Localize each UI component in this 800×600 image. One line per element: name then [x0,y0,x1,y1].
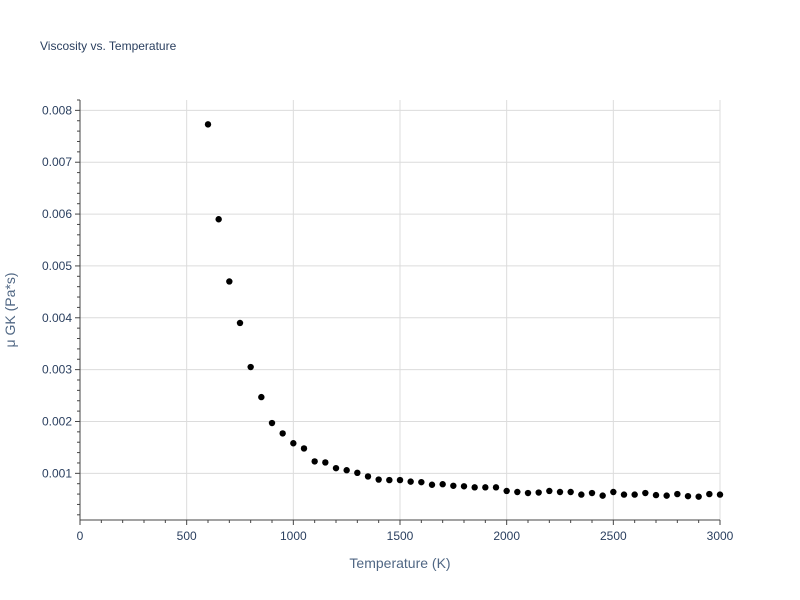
scatter-point [514,488,521,496]
x-tick-label: 3000 [707,529,734,543]
scatter-point [716,491,724,498]
x-tick-label: 500 [177,529,197,543]
scatter-point [439,481,446,488]
x-axis-title: Temperature (K) [349,555,450,571]
scatter-point [450,482,457,489]
scatter-point [300,445,308,452]
scatter-point [204,121,212,128]
scatter-point [215,216,222,223]
scatter-point [684,492,692,500]
scatter-point [674,490,681,498]
x-tick-label: 0 [77,529,84,543]
scatter-point [236,319,244,327]
y-tick-label: 0.005 [42,259,72,273]
scatter-point [663,492,670,499]
scatter-point [524,489,532,497]
scatter-point [652,491,660,499]
tick-labels: 0 500 1000 1500 2000 2500 3000 0.001 0.002 0.003 0… [42,103,734,543]
scatter-point [290,440,297,447]
scatter-point [418,478,425,486]
scatter-point [407,478,414,485]
y-tick-label: 0.003 [42,363,72,377]
scatter-point [471,484,478,491]
scatter-point [610,488,617,496]
scatter-point [322,459,329,466]
scatter-point [620,491,628,498]
scatter-point [375,476,382,483]
y-tick-label: 0.004 [42,311,72,325]
scatter-point [492,484,500,491]
scatter-points [204,121,724,500]
scatter-point [642,489,649,497]
scatter-point [631,491,638,498]
gridlines [80,100,721,520]
y-tick-label: 0.002 [42,414,72,428]
y-tick-label: 0.008 [42,103,72,117]
scatter-point [599,492,606,499]
scatter-point [258,393,265,401]
scatter-point [247,363,254,371]
scatter-point [460,483,468,490]
scatter-point [428,481,436,488]
scatter-point [343,467,350,474]
scatter-point [311,458,318,465]
scatter-point [364,473,372,480]
scatter-point [706,490,713,498]
scatter-point [396,476,404,484]
scatter-point [578,491,585,498]
scatter-point [482,484,489,491]
scatter-point [268,419,276,427]
x-tick-label: 2000 [493,529,520,543]
scatter-point [556,488,564,496]
scatter-point [386,476,393,484]
scatter-point [546,487,553,495]
scatter-point [695,493,702,500]
y-tick-label: 0.007 [42,155,72,169]
y-axis-title: μ GK (Pa*s) [2,273,18,348]
y-tick-label: 0.001 [42,466,72,480]
scatter-point [332,464,340,472]
scatter-point [503,487,510,495]
scatter-point [567,488,574,496]
scatter-point [354,469,361,477]
scatter-point [279,430,286,437]
x-tick-label: 1500 [387,529,414,543]
axes [75,99,721,525]
x-tick-label: 1000 [280,529,307,543]
chart-title: Viscosity vs. Temperature [40,39,177,53]
scatter-point [226,278,233,285]
scatter-point [535,489,542,496]
scatter-point [588,489,596,497]
y-tick-label: 0.006 [42,207,72,221]
x-tick-label: 2500 [600,529,627,543]
